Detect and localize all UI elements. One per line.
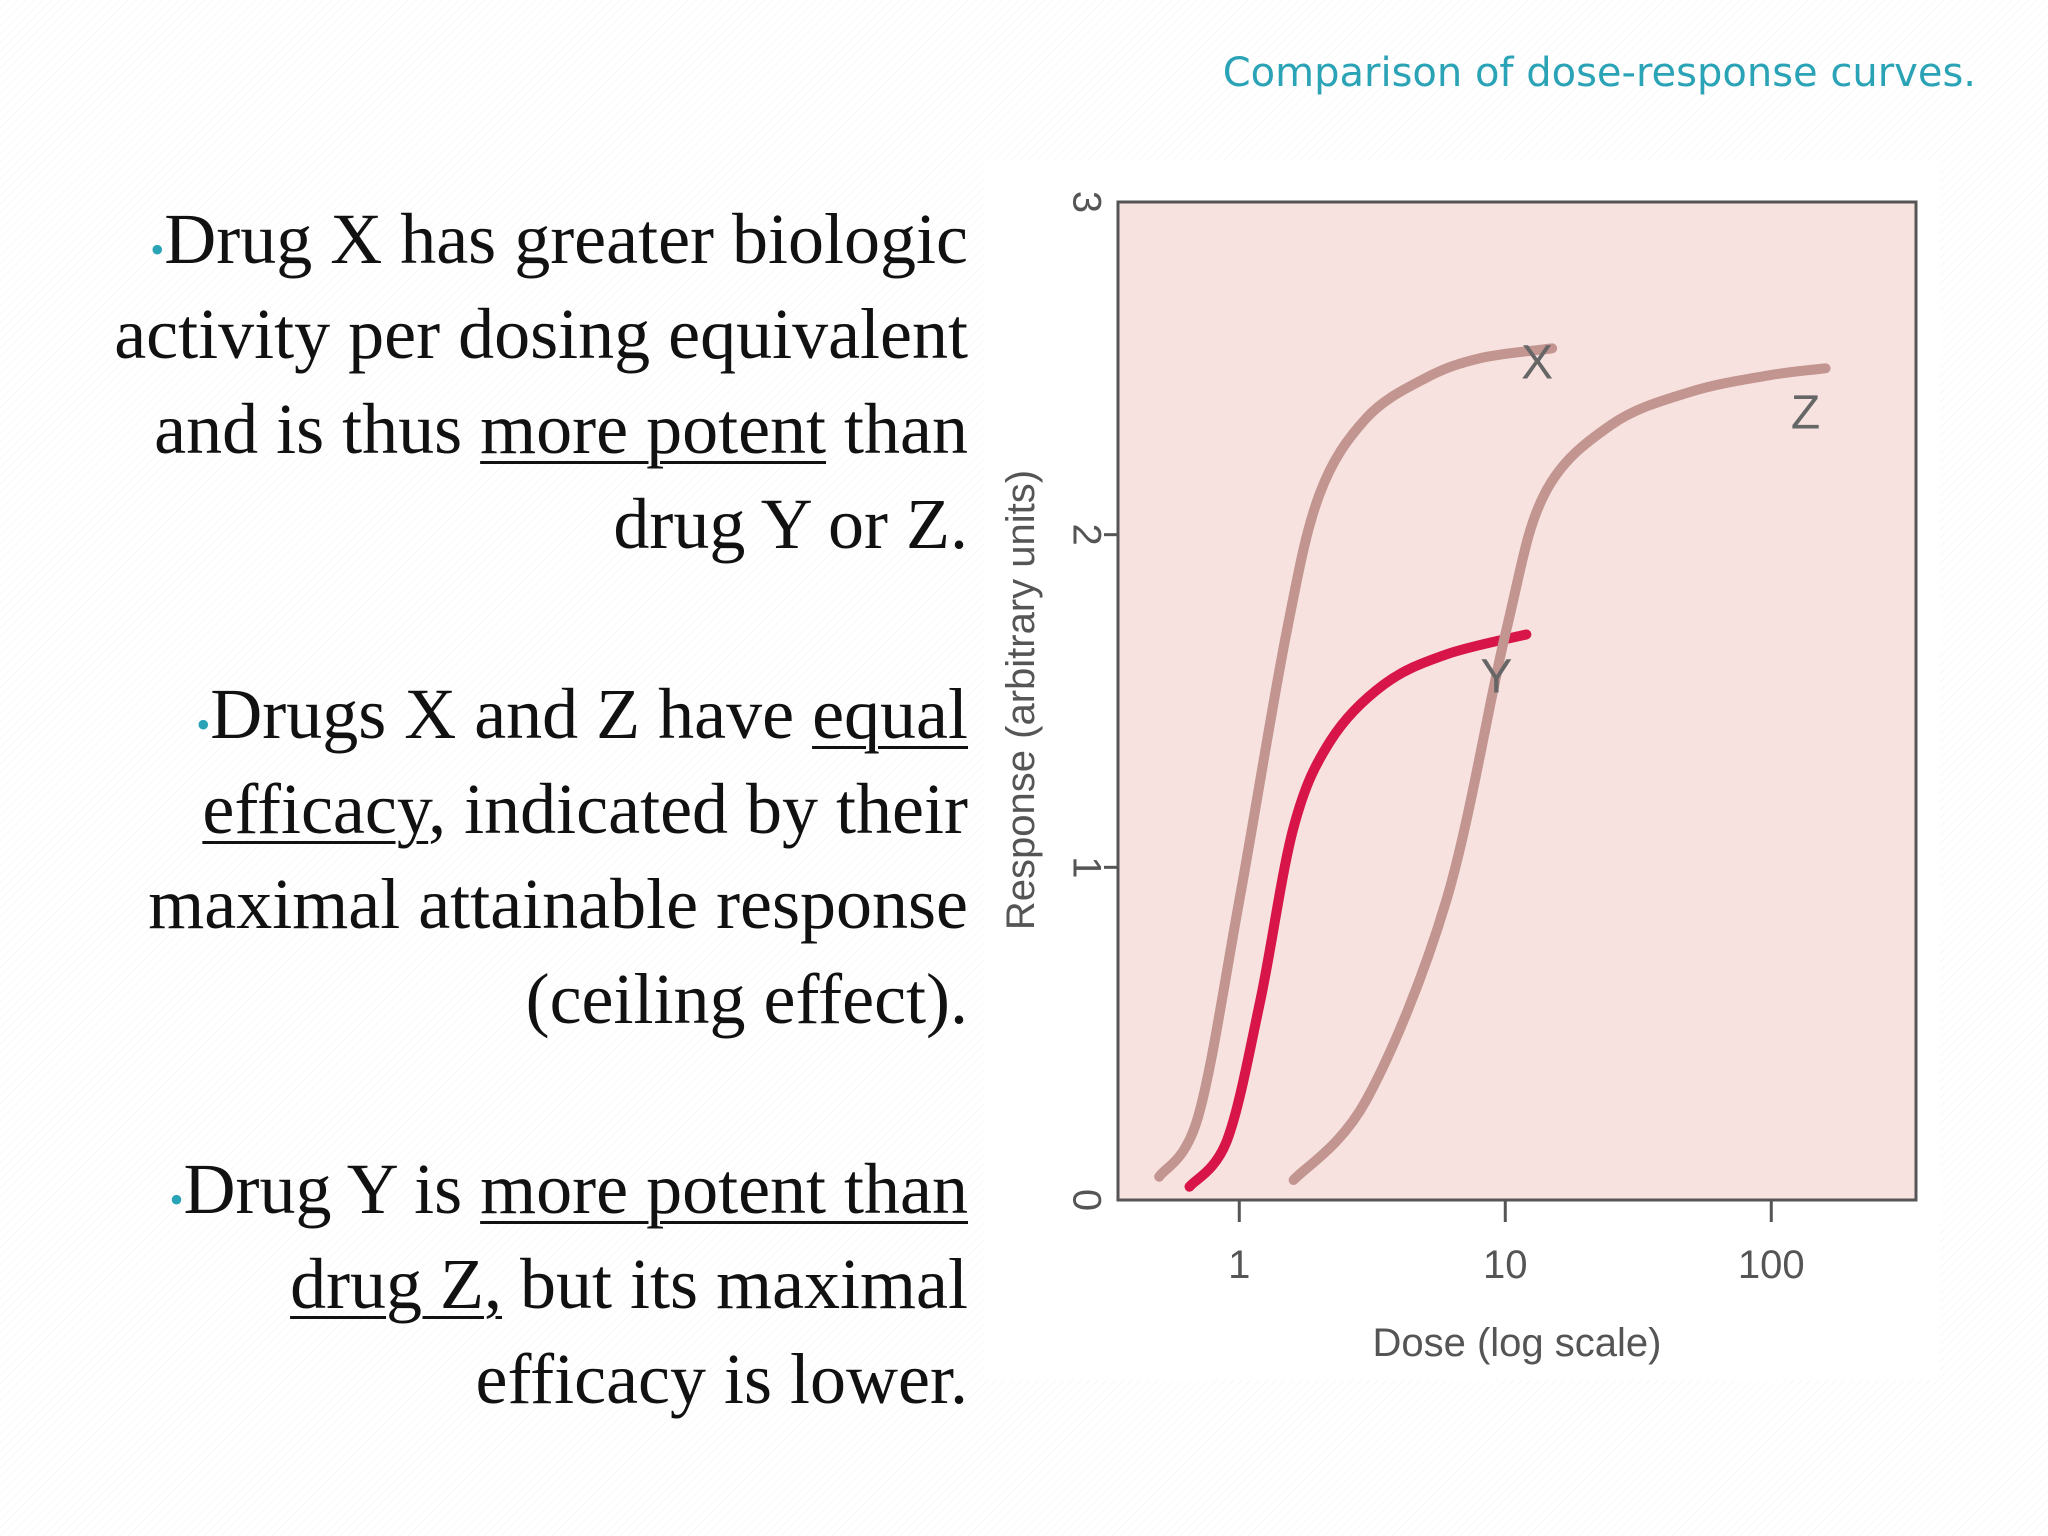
figure-caption: Comparison of dose-response curves. — [1222, 50, 1976, 96]
y-tick-label: 3 — [1064, 191, 1108, 213]
bullet-equal-efficacy: •Drugs X and Z have equal efficacy, indi… — [60, 667, 968, 1047]
y-tick-label: 2 — [1064, 524, 1108, 546]
series-label-x: X — [1521, 336, 1553, 389]
bullet-marker-icon: • — [169, 1177, 184, 1222]
series-y-curve — [1184, 629, 1532, 1192]
x-tick-label: 10 — [1483, 1243, 1528, 1287]
series-label-y: Y — [1480, 650, 1512, 703]
bullet-text: than drug Y or Z. — [613, 389, 968, 564]
bullet-underlined-text: equal efficacy — [202, 674, 968, 849]
y-axis: 0 1 2 3 — [1064, 191, 1118, 1211]
y-tick-label: 1 — [1064, 856, 1108, 878]
dose-response-chart: 0 1 2 3 1 10 100 X Y Z Dose (log scale) Respons… — [999, 191, 1918, 1365]
series-z-curve — [1288, 363, 1831, 1186]
bullet-text: Drugs X and Z have — [210, 674, 813, 754]
series-group — [1154, 343, 1831, 1192]
chart-panel: 0 1 2 3 1 10 100 X Y Z Dose (log scale) Respons… — [984, 160, 1940, 1380]
bullet-text: Drug Y is — [183, 1149, 481, 1229]
bullet-text: but its maximal efficacy is lower. — [475, 1244, 968, 1419]
series-label-z: Z — [1791, 386, 1820, 439]
x-tick-label: 1 — [1228, 1243, 1250, 1287]
bullet-y-vs-z: •Drug Y is more potent than drug Z, but … — [60, 1142, 968, 1427]
bullet-x-potency: •Drug X has greater biologic activity pe… — [60, 192, 968, 572]
bullet-list: •Drug X has greater biologic activity pe… — [60, 120, 968, 1499]
x-axis: 1 10 100 — [1228, 1200, 1805, 1287]
bullet-marker-icon: • — [196, 702, 211, 747]
bullet-text: Drug X has greater biologic activity per… — [114, 199, 968, 469]
x-tick-label: 100 — [1738, 1243, 1805, 1287]
bullet-marker-icon: • — [150, 227, 165, 272]
y-tick-label: 0 — [1064, 1189, 1108, 1211]
x-axis-label: Dose (log scale) — [1372, 1321, 1661, 1365]
bullet-underlined-text: more potent — [480, 389, 827, 469]
series-label-group: X Y Z — [1480, 336, 1820, 703]
bullet-underlined-text: more potent than drug Z, — [290, 1149, 968, 1324]
series-x-curve — [1154, 343, 1558, 1182]
bullet-text: , indicated by their maximal attainable … — [148, 769, 968, 1039]
y-axis-label: Response (arbitrary units) — [999, 470, 1043, 930]
